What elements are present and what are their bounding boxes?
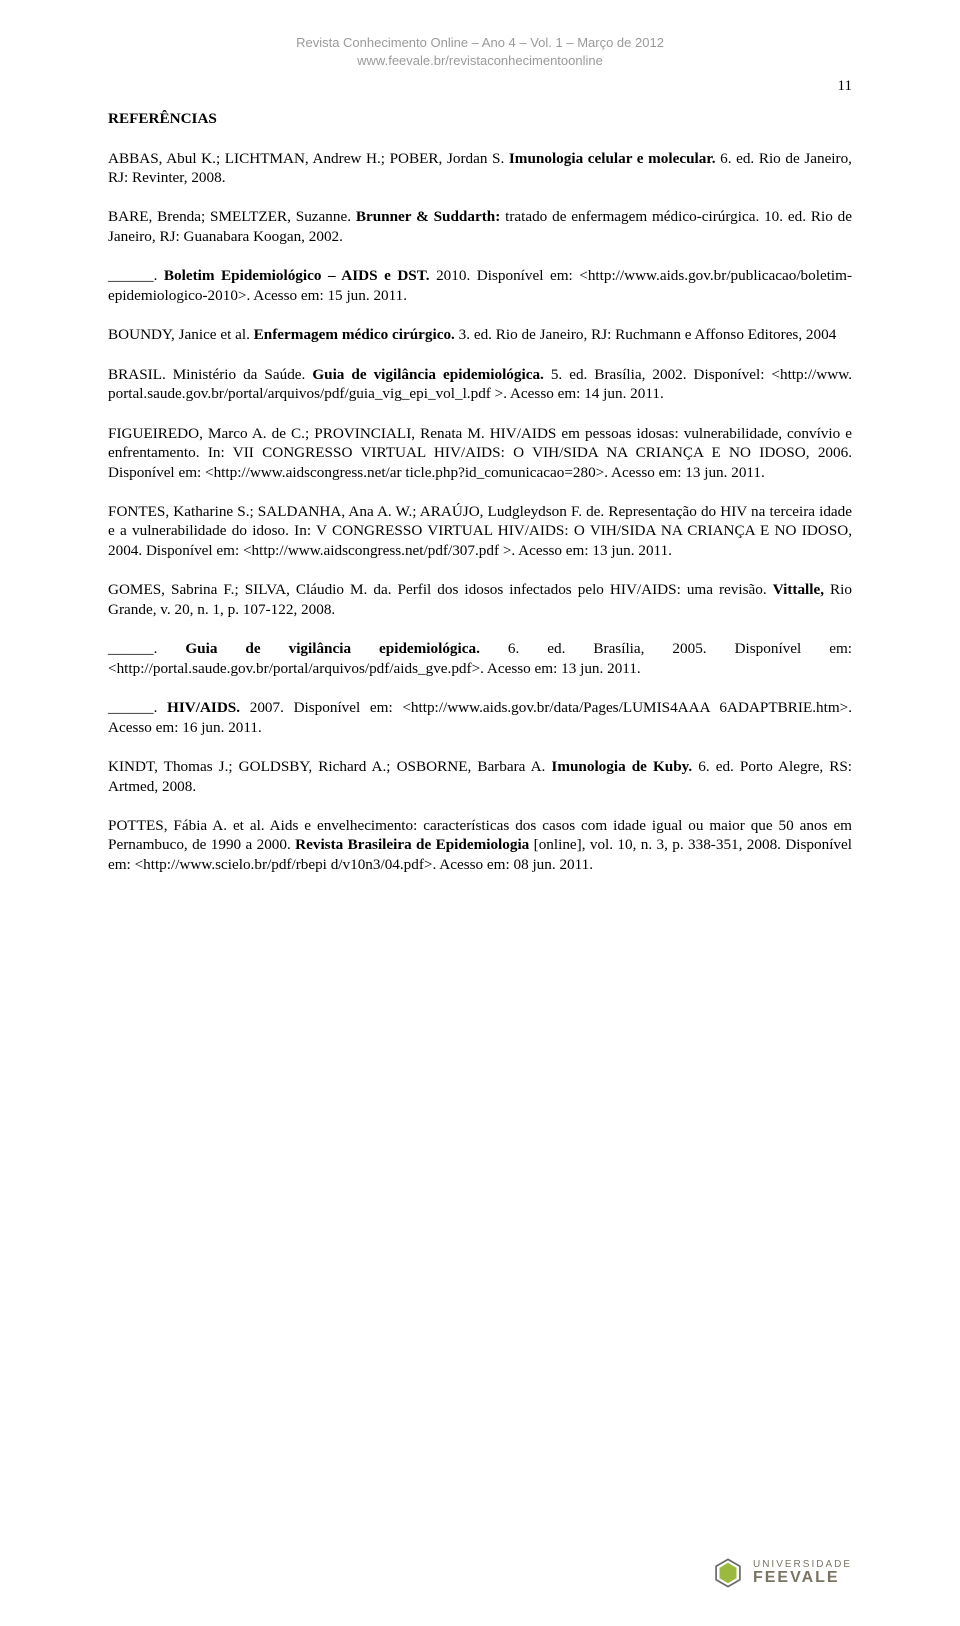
reference-4: BOUNDY, Janice et al. Enfermagem médico … [108, 325, 852, 344]
reference-7: FONTES, Katharine S.; SALDANHA, Ana A. W… [108, 502, 852, 560]
reference-12: POTTES, Fábia A. et al. Aids e envelheci… [108, 816, 852, 874]
ref-text: 3. ed. Rio de Janeiro, RJ: Ruchmann e Af… [455, 326, 836, 343]
footer-logo-text: UNIVERSIDADE FEEVALE [753, 1560, 852, 1586]
reference-2: BARE, Brenda; SMELTZER, Suzanne. Brunner… [108, 207, 852, 246]
header-line1: Revista Conhecimento Online – Ano 4 – Vo… [0, 34, 960, 52]
header-line2: www.feevale.br/revistaconhecimentoonline [0, 52, 960, 70]
ref-title: HIV/AIDS. [167, 699, 240, 716]
reference-9: ______. Guia de vigilância epidemiológic… [108, 639, 852, 678]
ref-text: FIGUEIREDO, Marco A. de C.; PROVINCIALI,… [108, 425, 852, 481]
ref-text: GOMES, Sabrina F.; SILVA, Cláudio M. da.… [108, 581, 773, 598]
ref-title: Imunologia de Kuby. [551, 758, 692, 775]
ref-text: ______. [108, 699, 167, 716]
reference-3: ______. Boletim Epidemiológico – AIDS e … [108, 266, 852, 305]
footer-logo: UNIVERSIDADE FEEVALE [711, 1556, 852, 1590]
section-title: REFERÊNCIAS [108, 109, 852, 128]
ref-text: ______. [108, 267, 164, 284]
reference-10: ______. HIV/AIDS. 2007. Disponível em: <… [108, 698, 852, 737]
feevale-logo-icon [711, 1556, 745, 1590]
page-header: Revista Conhecimento Online – Ano 4 – Vo… [0, 0, 960, 69]
ref-title: Vittalle, [773, 581, 824, 598]
ref-text: FONTES, Katharine S.; SALDANHA, Ana A. W… [108, 503, 852, 559]
ref-text: BOUNDY, Janice et al. [108, 326, 254, 343]
ref-title: Enfermagem médico cirúrgico. [254, 326, 455, 343]
ref-text: ______. [108, 640, 185, 657]
reference-8: GOMES, Sabrina F.; SILVA, Cláudio M. da.… [108, 580, 852, 619]
reference-6: FIGUEIREDO, Marco A. de C.; PROVINCIALI,… [108, 424, 852, 482]
ref-text: KINDT, Thomas J.; GOLDSBY, Richard A.; O… [108, 758, 551, 775]
reference-5: BRASIL. Ministério da Saúde. Guia de vig… [108, 365, 852, 404]
reference-11: KINDT, Thomas J.; GOLDSBY, Richard A.; O… [108, 757, 852, 796]
ref-title: Brunner & Suddarth: [356, 208, 500, 225]
ref-title: Guia de vigilância epidemiológica. [312, 366, 544, 383]
content-area: REFERÊNCIAS ABBAS, Abul K.; LICHTMAN, An… [0, 69, 960, 874]
footer-logo-line2: FEEVALE [753, 1570, 852, 1586]
ref-title: Imunologia celular e molecular. [509, 150, 716, 167]
ref-title: Boletim Epidemiológico – AIDS e DST. [164, 267, 430, 284]
reference-1: ABBAS, Abul K.; LICHTMAN, Andrew H.; POB… [108, 149, 852, 188]
ref-text: BARE, Brenda; SMELTZER, Suzanne. [108, 208, 356, 225]
page-number: 11 [838, 78, 852, 95]
ref-text: BRASIL. Ministério da Saúde. [108, 366, 312, 383]
ref-title: Guia de vigilância epidemiológica. [185, 640, 480, 657]
ref-text: ABBAS, Abul K.; LICHTMAN, Andrew H.; POB… [108, 150, 509, 167]
ref-title: Revista Brasileira de Epidemiologia [295, 836, 529, 853]
